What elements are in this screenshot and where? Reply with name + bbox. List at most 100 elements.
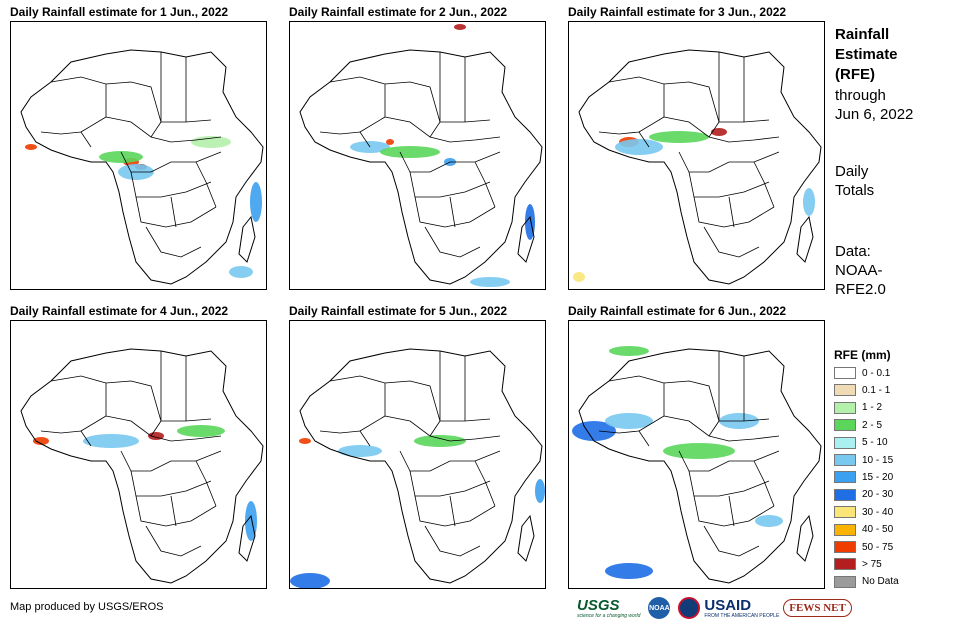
legend-item: 5 - 10 (834, 436, 888, 450)
africa-coastline (20, 49, 264, 285)
country-border (130, 470, 212, 497)
country-border (319, 430, 371, 447)
country-border (145, 525, 202, 557)
legend-label: > 75 (862, 558, 882, 570)
country-border (170, 196, 177, 228)
country-border (120, 151, 222, 173)
country-border (105, 415, 222, 442)
country-border (728, 495, 735, 527)
rainfall-map-4 (10, 320, 267, 589)
rainfall-map-2 (289, 21, 546, 290)
country-border (384, 380, 441, 437)
rainfall-area (803, 188, 815, 216)
country-border (424, 525, 481, 557)
madagascar-outline (517, 215, 535, 263)
legend-swatch (834, 541, 856, 553)
country-border (409, 470, 491, 497)
legend-label: 0 - 0.1 (862, 367, 891, 379)
africa-coastline (20, 348, 264, 584)
rainfall-area (250, 182, 262, 222)
rainfall-area (711, 128, 727, 136)
usgs-logo-tagline: science for a changing world (577, 613, 641, 619)
country-border (160, 351, 212, 422)
legend-item: 0.1 - 1 (834, 383, 890, 397)
panel-title-4: Daily Rainfall estimate for 4 Jun., 2022 (10, 304, 229, 318)
legend-item: 40 - 50 (834, 523, 893, 537)
usaid-seal-icon (678, 597, 701, 619)
country-border (688, 171, 770, 198)
country-border (703, 525, 760, 557)
sidebar-heading: Rainfall Estimate (RFE) (835, 25, 898, 85)
legend-swatch (834, 471, 856, 484)
map-canvas (573, 49, 822, 285)
country-border (105, 81, 162, 138)
legend-swatch (834, 419, 856, 432)
country-border (663, 116, 780, 143)
rainfall-map-6 (568, 320, 825, 589)
country-border (329, 375, 386, 432)
country-border (399, 450, 501, 472)
map-canvas (290, 348, 545, 588)
rainfall-area (605, 563, 653, 579)
rainfall-area (338, 445, 382, 457)
rainfall-area (299, 438, 311, 444)
rainfall-area (177, 425, 225, 437)
country-border (688, 470, 770, 497)
map-canvas (20, 49, 264, 285)
country-border (319, 131, 371, 148)
country-border (693, 495, 775, 527)
rainfall-area (615, 139, 663, 155)
totals-label: Daily Totals (835, 162, 874, 200)
country-border (160, 52, 212, 123)
legend-label: 2 - 5 (862, 419, 883, 431)
country-border (663, 415, 780, 442)
rainfall-area (609, 346, 649, 356)
legend-item: 1 - 2 (834, 401, 882, 415)
noaa-logo: NOAA (648, 597, 671, 619)
madagascar-outline (238, 215, 256, 263)
legend-swatch (834, 436, 856, 449)
heading-line-2: Estimate (835, 46, 898, 63)
legend-swatch (834, 454, 856, 466)
panel-title-6: Daily Rainfall estimate for 6 Jun., 2022 (568, 304, 787, 318)
madagascar-outline (796, 514, 814, 562)
africa-coastline (578, 348, 822, 584)
legend-label: 50 - 75 (862, 541, 894, 553)
legend-title: RFE (mm) (834, 348, 891, 362)
legend-label: 15 - 20 (862, 471, 894, 483)
rainfall-area (25, 144, 37, 150)
country-border (728, 196, 735, 228)
country-border (329, 76, 386, 133)
map-credit: Map produced by USGS/EROS (10, 601, 164, 613)
country-border (120, 450, 222, 472)
country-border (718, 351, 770, 422)
data-line-3: RFE2.0 (835, 281, 886, 298)
legend-label: 30 - 40 (862, 506, 894, 518)
country-border (409, 171, 491, 198)
legend-label: 1 - 2 (862, 402, 883, 414)
country-border (474, 161, 496, 208)
country-border (170, 495, 177, 527)
country-border (678, 151, 780, 173)
country-border (703, 226, 760, 258)
legend-item: No Data (834, 575, 899, 589)
rainfall-map-1 (10, 21, 267, 290)
legend-swatch (834, 558, 856, 571)
country-border (753, 460, 775, 507)
legend-swatch (834, 523, 856, 536)
country-border (135, 495, 217, 527)
rainfall-map-5 (289, 320, 546, 589)
africa-coastline (578, 49, 822, 285)
madagascar-outline (238, 514, 256, 562)
legend-swatch (834, 367, 856, 379)
legend-item: 10 - 15 (834, 453, 893, 467)
rainfall-area (663, 443, 735, 459)
country-border (40, 131, 92, 148)
legend-swatch (834, 575, 856, 588)
legend-label: 10 - 15 (862, 454, 894, 466)
panel-title-1: Daily Rainfall estimate for 1 Jun., 2022 (10, 5, 229, 19)
rainfall-map-3 (568, 21, 825, 290)
fews-net-logo: FEWS NET (783, 599, 852, 617)
rainfall-area (380, 146, 440, 158)
country-border (50, 375, 107, 432)
